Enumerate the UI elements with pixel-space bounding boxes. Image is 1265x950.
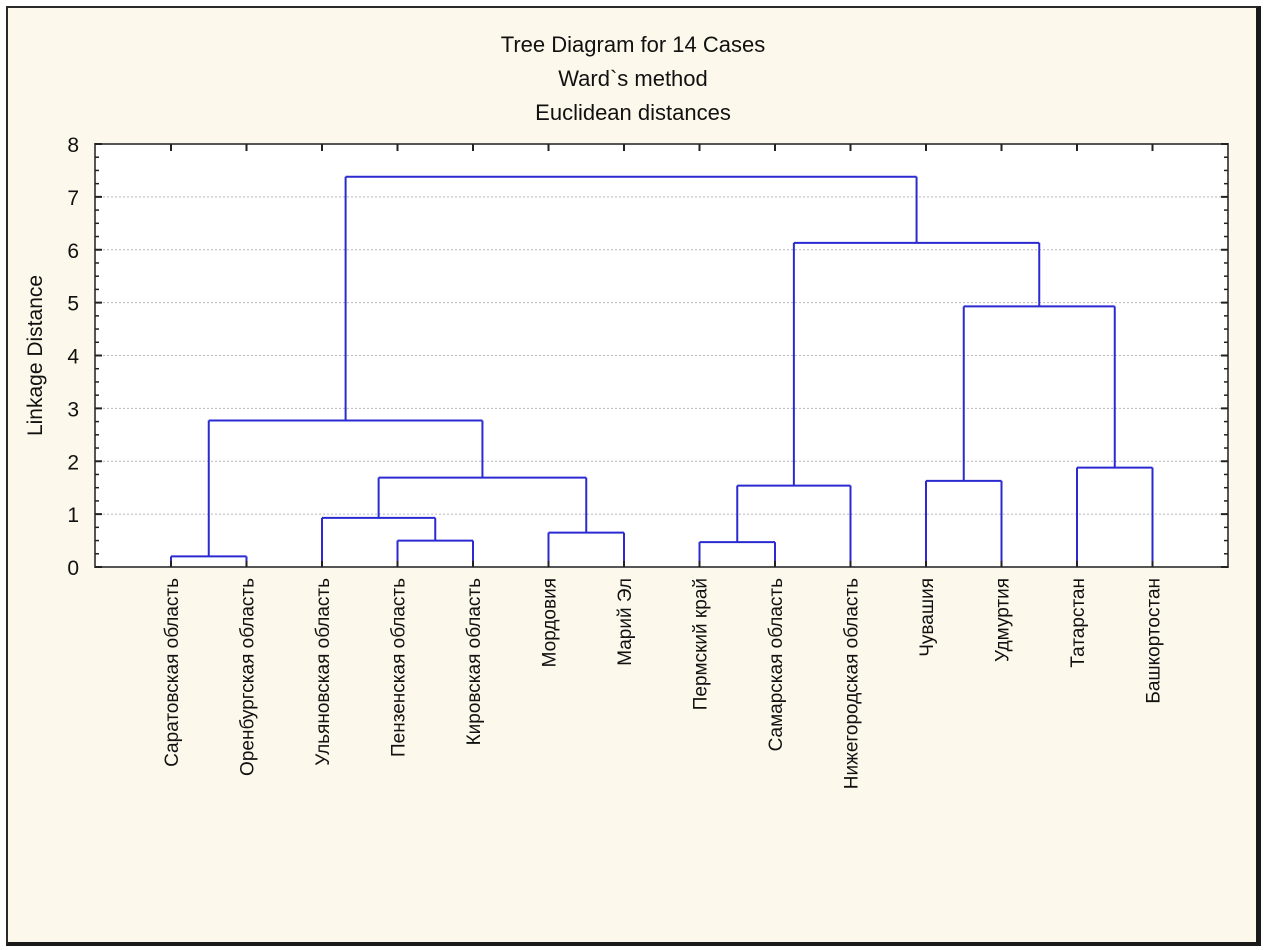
y-tick-label: 5 [67, 293, 79, 316]
leaf-label: Саратовская область [162, 578, 183, 767]
leaf-label: Оренбургская область [238, 578, 259, 776]
y-axis: 0 1 2 3 4 5 6 7 8 [67, 134, 1228, 580]
leaf-label: Пермский край [691, 578, 712, 710]
leaf-label: Удмуртия [993, 578, 1014, 662]
y-tick-label: 1 [67, 504, 79, 527]
leaf-label: Башкортостан [1144, 578, 1165, 704]
leaf-label: Чувашия [917, 578, 938, 657]
title-line-1: Tree Diagram for 14 Cases [501, 32, 766, 57]
y-tick-label: 3 [67, 398, 79, 421]
leaf-label: Нижегородская область [842, 578, 863, 789]
leaf-label: Ульяновская область [313, 578, 334, 766]
leaf-label: Кировская область [464, 578, 485, 746]
y-tick-label: 7 [67, 187, 79, 210]
leaf-label: Татарстан [1068, 578, 1089, 668]
y-tick-label: 2 [67, 451, 79, 474]
y-tick-label: 6 [67, 240, 79, 263]
leaf-label: Мордовия [540, 578, 561, 667]
leaf-label: Самарская область [766, 578, 787, 752]
y-axis-title: Linkage Distance [24, 275, 47, 436]
title-line-3: Euclidean distances [535, 100, 731, 125]
x-axis: Саратовская область Оренбургская область У… [162, 144, 1165, 789]
leaf-label: Марий Эл [615, 578, 636, 666]
chart-title: Tree Diagram for 14 Cases Ward`s method … [501, 32, 766, 125]
y-tick-label: 0 [67, 557, 79, 580]
title-line-2: Ward`s method [558, 66, 708, 91]
y-tick-label: 4 [67, 346, 79, 369]
y-tick-label: 8 [67, 134, 79, 157]
leaf-label: Пензенская область [389, 578, 410, 757]
